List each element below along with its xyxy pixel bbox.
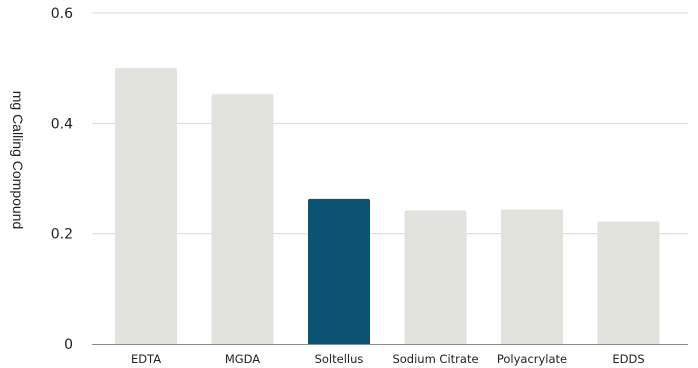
bar-soltellus <box>308 198 370 344</box>
bar-sodium-citrate <box>404 210 467 344</box>
x-tick-label: EDTA <box>131 352 161 366</box>
y-tick-label: 0.2 <box>51 227 73 243</box>
bar-edds <box>597 221 660 344</box>
bars <box>115 68 660 345</box>
x-axis-ticks: EDTA MGDA Soltellus Sodium Citrate Polyacryl… <box>131 352 645 366</box>
y-tick-label: 0.6 <box>51 6 73 22</box>
bar-edta <box>115 68 177 345</box>
bar-mgda <box>211 94 274 344</box>
y-axis-label: mg Calling Compound <box>10 91 26 230</box>
x-tick-label: Soltellus <box>315 352 364 366</box>
y-axis-ticks: 0 0.2 0.4 0.6 <box>51 6 73 353</box>
x-tick-label: Sodium Citrate <box>392 352 478 366</box>
x-tick-label: Polyacrylate <box>497 352 567 366</box>
x-tick-label: MGDA <box>225 352 260 366</box>
bar-polyacrylate <box>501 209 563 344</box>
x-tick-label: EDDS <box>612 352 644 366</box>
y-tick-label: 0.4 <box>51 116 73 132</box>
gridlines <box>92 12 688 235</box>
y-tick-label: 0 <box>64 337 73 353</box>
